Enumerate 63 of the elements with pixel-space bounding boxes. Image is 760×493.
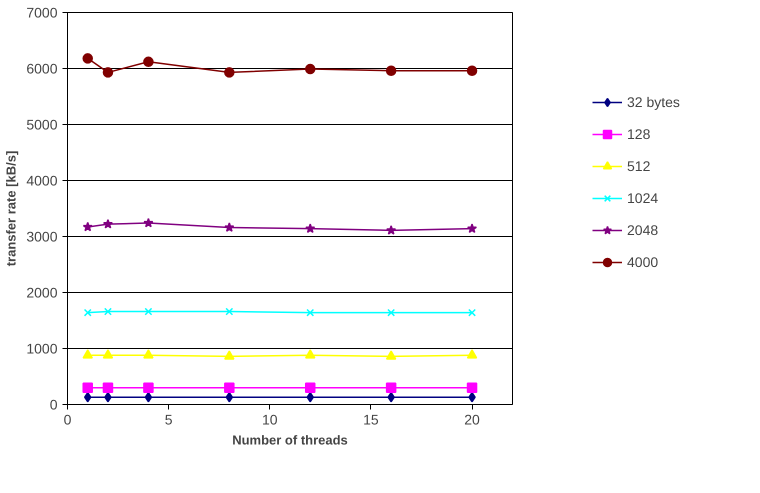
point — [226, 392, 234, 402]
point — [102, 218, 113, 229]
y-tick-label: 4000 — [26, 172, 58, 188]
point — [144, 392, 152, 402]
point — [82, 382, 93, 393]
point — [386, 66, 396, 76]
y-axis-title: transfer rate [kB/s] — [3, 150, 18, 266]
point — [84, 308, 92, 317]
point — [82, 222, 93, 232]
y-tick-label: 7000 — [26, 4, 58, 20]
point — [466, 66, 478, 76]
x-tick-label: 20 — [464, 412, 480, 428]
point — [224, 67, 235, 78]
legend-label: 4000 — [627, 254, 658, 270]
legend-label: 512 — [627, 158, 650, 174]
point — [102, 382, 114, 393]
point — [304, 349, 316, 359]
point — [225, 308, 234, 316]
y-tick-label: 6000 — [26, 60, 58, 76]
point — [104, 308, 112, 316]
y-tick-label: 5000 — [26, 116, 58, 132]
legend-label: 128 — [627, 126, 650, 142]
point — [224, 350, 235, 360]
legend-label: 1024 — [627, 190, 658, 206]
point — [304, 64, 316, 74]
point — [305, 223, 316, 234]
point — [143, 382, 154, 393]
point — [224, 382, 235, 393]
point — [466, 382, 478, 393]
point — [143, 56, 154, 68]
point — [84, 392, 92, 402]
point — [306, 308, 314, 317]
y-tick-label: 2000 — [26, 284, 58, 300]
point — [386, 382, 396, 393]
legend-label: 2048 — [627, 222, 658, 238]
point — [387, 392, 395, 402]
point — [82, 53, 93, 64]
point — [82, 349, 93, 359]
y-tick-label: 3000 — [26, 228, 58, 244]
point — [143, 218, 154, 228]
point — [143, 349, 154, 359]
y-tick-label: 1000 — [26, 340, 58, 356]
y-tick-label: 0 — [50, 396, 58, 412]
point — [387, 308, 396, 317]
point — [468, 392, 476, 402]
point — [466, 349, 478, 359]
point — [467, 223, 478, 234]
point — [102, 349, 114, 359]
point — [144, 308, 152, 316]
point — [386, 225, 396, 235]
x-axis-title: Number of threads — [232, 432, 348, 448]
x-tick-label: 0 — [64, 412, 72, 428]
x-tick-label: 10 — [262, 412, 278, 428]
point — [386, 350, 396, 360]
point — [224, 222, 234, 232]
point — [304, 382, 316, 393]
point — [306, 392, 314, 402]
x-tick-label: 15 — [363, 412, 379, 428]
x-tick-label: 5 — [164, 412, 173, 428]
point — [468, 308, 476, 317]
point — [102, 67, 114, 78]
legend-label: 32 bytes — [627, 94, 680, 110]
point — [104, 392, 112, 402]
